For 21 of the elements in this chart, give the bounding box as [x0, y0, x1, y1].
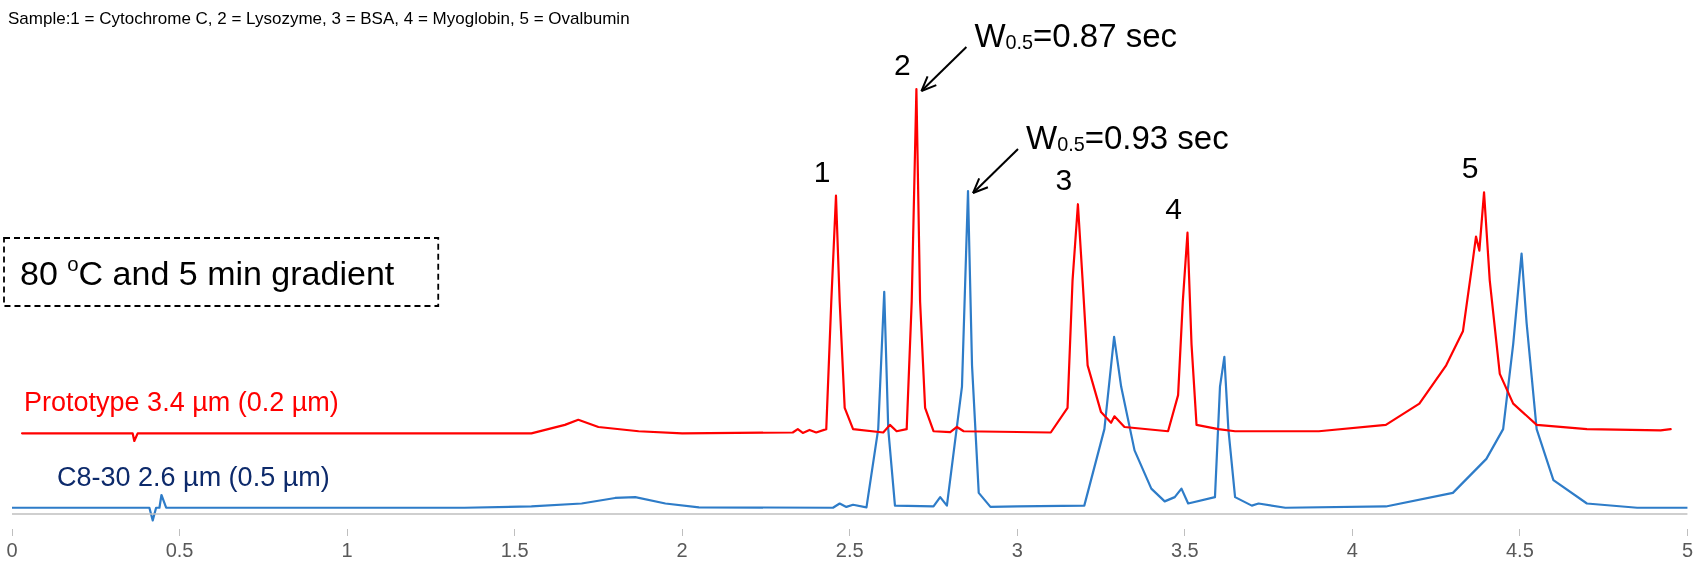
annotation: W0.5=0.93 sec	[1026, 119, 1229, 157]
x-tick-label: 0.5	[165, 538, 194, 561]
x-tick-label: 3	[1011, 538, 1023, 561]
text: Sample:1 = Cytochrome C, 2 = Lysozyme, 3 = BSA, 4 = Myoglobin, 5 = Ovalbumin	[8, 9, 630, 28]
series-label: C8-30 2.6 µm (0.5 µm)	[57, 461, 330, 492]
annotation: W0.5=0.87 sec	[974, 17, 1178, 55]
x-tick-label: 1.5	[500, 538, 529, 561]
x-tick-label: 5	[1681, 538, 1693, 561]
annotation: 4	[1165, 191, 1182, 225]
x-tick-label: 3.5	[1170, 538, 1199, 561]
annotation: 2	[894, 48, 911, 82]
annotation: 1	[813, 154, 831, 188]
x-tick-label: 0	[6, 538, 18, 561]
x-tick-label: 2	[676, 538, 688, 561]
x-tick-label: 1	[341, 538, 353, 561]
annotation: 3	[1055, 163, 1073, 197]
x-tick-label: 2.5	[835, 538, 864, 561]
x-tick-label: 4	[1346, 538, 1358, 561]
annotation: 5	[1461, 151, 1479, 185]
x-tick-label: 4.5	[1505, 538, 1534, 561]
series-label: Prototype 3.4 µm (0.2 µm)	[24, 387, 339, 418]
